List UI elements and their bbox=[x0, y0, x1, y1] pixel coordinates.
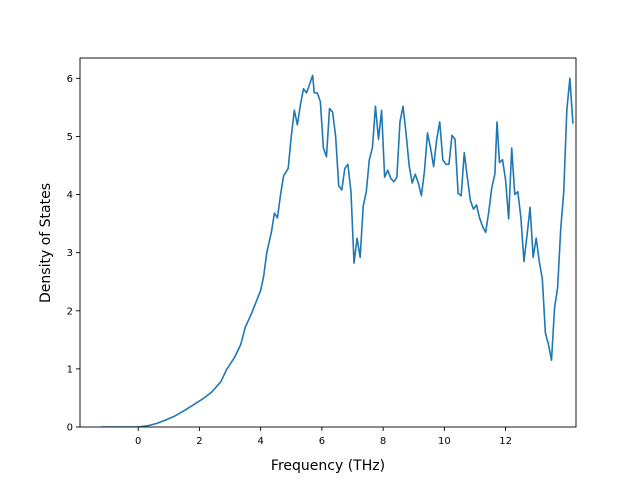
x-axis-title: Frequency (THz) bbox=[271, 458, 385, 474]
x-tick-label: 8 bbox=[380, 436, 386, 447]
x-tick-label: 12 bbox=[499, 436, 512, 447]
x-tick-label: 6 bbox=[319, 436, 325, 447]
dos-series-line bbox=[101, 74, 574, 427]
y-axis-title: Density of States bbox=[38, 183, 54, 303]
y-tick-label: 4 bbox=[67, 190, 73, 201]
y-tick-label: 5 bbox=[67, 132, 73, 143]
y-tick-label: 0 bbox=[67, 423, 73, 434]
x-axis-ticks: 0 2 4 6 8 10 12 bbox=[135, 427, 512, 447]
x-tick-label: 4 bbox=[257, 436, 263, 447]
x-tick-label: 0 bbox=[135, 436, 141, 447]
y-tick-label: 1 bbox=[67, 364, 73, 375]
y-axis-ticks: 0 1 2 3 4 5 6 bbox=[67, 74, 80, 434]
y-tick-label: 6 bbox=[67, 74, 73, 85]
plot-area bbox=[79, 57, 577, 428]
axes-frame bbox=[79, 57, 577, 428]
x-tick-label: 10 bbox=[438, 436, 451, 447]
y-tick-label: 2 bbox=[67, 306, 73, 317]
y-tick-label: 3 bbox=[67, 248, 73, 259]
x-tick-label: 2 bbox=[196, 436, 202, 447]
